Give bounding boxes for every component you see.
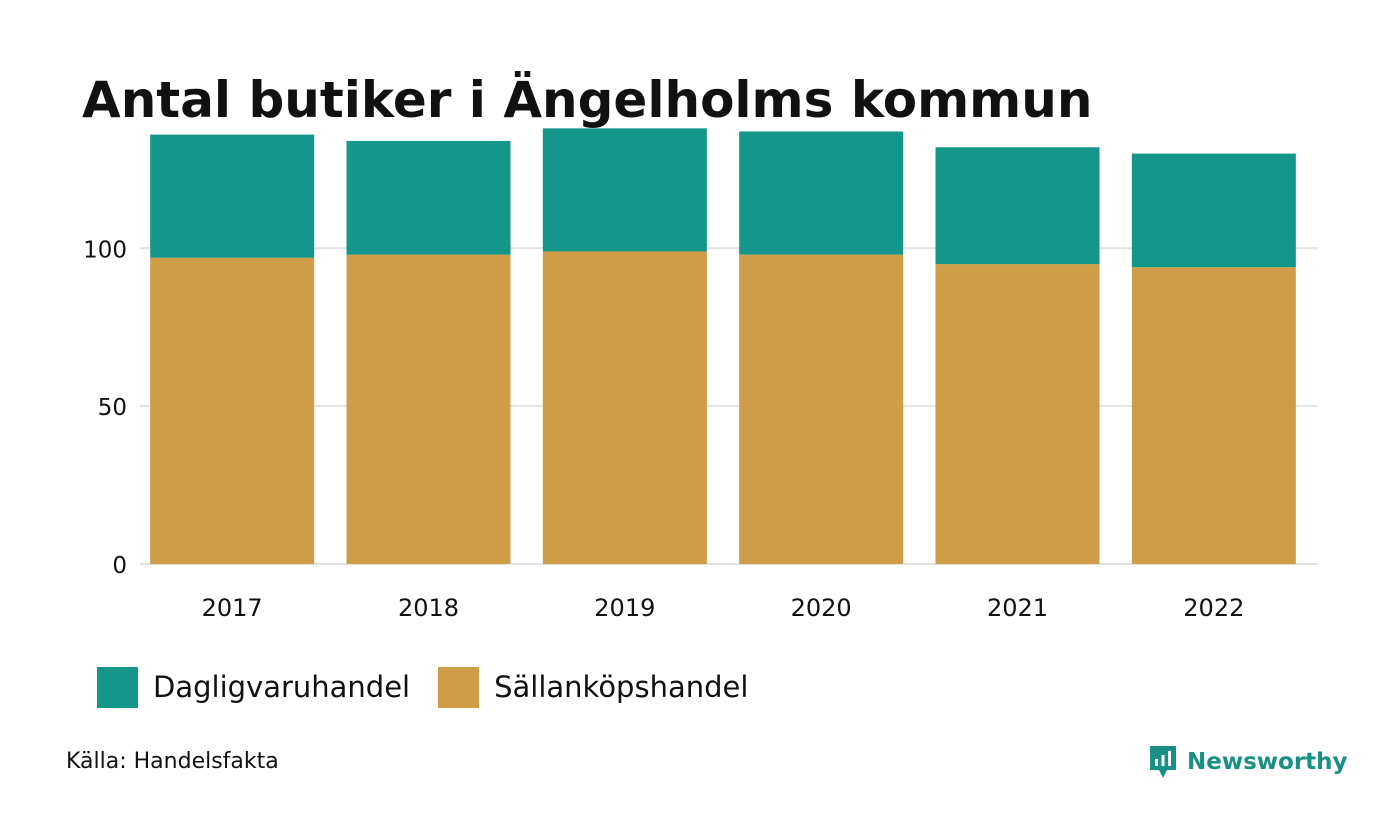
x-tick-label-2018: 2018 xyxy=(398,594,459,622)
brand-name: Newsworthy xyxy=(1187,749,1348,775)
source-note: Källa: Handelsfakta xyxy=(66,749,279,774)
bars xyxy=(150,128,1296,564)
stacked-bar-chart: 0 50 100 2017 2018 2019 2020 2021 2022 xyxy=(83,128,1318,622)
newsworthy-logo-icon xyxy=(1150,746,1176,778)
y-tick-label-100: 100 xyxy=(83,237,127,263)
legend-swatch-dagligvaruhandel xyxy=(97,666,138,708)
bar-dagligvaruhandel-2021 xyxy=(935,147,1100,265)
x-tick-label-2022: 2022 xyxy=(1183,594,1244,622)
x-tick-label-2021: 2021 xyxy=(987,594,1048,622)
bar-dagligvaruhandel-2019 xyxy=(542,128,707,252)
legend: Dagligvaruhandel Sällanköpshandel xyxy=(97,666,776,708)
y-tick-label-50: 50 xyxy=(98,395,127,421)
bar-sallankopshandel-2019 xyxy=(542,251,707,564)
legend-label-dagligvaruhandel: Dagligvaruhandel xyxy=(153,670,411,704)
bar-sallankopshandel-2022 xyxy=(1131,267,1296,564)
y-tick-label-0: 0 xyxy=(112,553,127,579)
legend-item-sallankopshandel: Sällanköpshandel xyxy=(438,666,749,708)
chart-title: Antal butiker i Ängelholms kommun xyxy=(82,71,1093,129)
bar-sallankopshandel-2020 xyxy=(739,254,904,564)
grid-lines xyxy=(140,247,1318,565)
legend-swatch-sallankopshandel xyxy=(438,666,480,708)
legend-label-sallankopshandel: Sällanköpshandel xyxy=(494,670,749,704)
tick-labels: 0 50 100 2017 2018 2019 2020 2021 2022 xyxy=(83,237,1244,622)
bar-sallankopshandel-2018 xyxy=(346,254,511,564)
legend-item-dagligvaruhandel: Dagligvaruhandel xyxy=(97,666,411,708)
bar-dagligvaruhandel-2022 xyxy=(1131,153,1296,268)
bar-dagligvaruhandel-2017 xyxy=(150,134,315,258)
x-tick-label-2017: 2017 xyxy=(202,594,263,622)
bar-dagligvaruhandel-2018 xyxy=(346,140,511,255)
bar-dagligvaruhandel-2020 xyxy=(739,131,904,255)
bar-sallankopshandel-2017 xyxy=(150,257,315,564)
brand-logo: Newsworthy xyxy=(1148,744,1348,780)
bar-sallankopshandel-2021 xyxy=(935,264,1100,564)
x-tick-label-2020: 2020 xyxy=(791,594,852,622)
x-tick-label-2019: 2019 xyxy=(594,594,655,622)
